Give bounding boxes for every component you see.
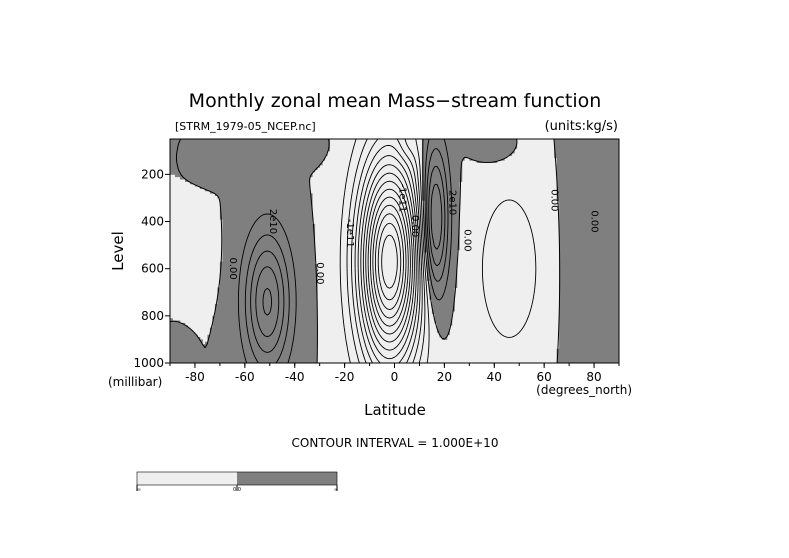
contour-label: 0.00 bbox=[549, 189, 560, 211]
contour-line bbox=[169, 138, 561, 364]
y-axis-title: Level bbox=[109, 231, 127, 271]
contour-line bbox=[244, 148, 449, 364]
y-tick-label: 800 bbox=[141, 309, 164, 323]
units-label: (units:kg/s) bbox=[545, 119, 618, 134]
file-label: [STRM_1979-05_NCEP.nc] bbox=[175, 120, 316, 133]
contour-line bbox=[367, 188, 411, 335]
colorbar-label-mid: 0.0 bbox=[233, 487, 241, 493]
contour-lines bbox=[169, 138, 561, 364]
y-axis: 200 400 600 800 1000 bbox=[133, 167, 170, 370]
x-tick-label: -40 bbox=[285, 370, 305, 384]
y-tick-label: 400 bbox=[141, 215, 164, 229]
contour-interval-label: CONTOUR INTERVAL = 1.000E+10 bbox=[292, 436, 499, 450]
y-tick-label: 200 bbox=[141, 167, 164, 181]
contour-line bbox=[374, 213, 404, 310]
x-axis-title: Latitude bbox=[364, 401, 426, 419]
chart-title: Monthly zonal mean Mass−stream function bbox=[189, 90, 602, 112]
contour-line bbox=[360, 164, 417, 360]
x-tick-label: 0 bbox=[391, 370, 399, 384]
contour-label: 0.00 bbox=[227, 258, 238, 280]
contour-label: 0.00 bbox=[461, 229, 472, 251]
x-units-label: (degrees_north) bbox=[536, 383, 632, 397]
contour-line bbox=[354, 144, 421, 364]
contour-line bbox=[370, 196, 409, 327]
contour-label: 0.00 bbox=[589, 210, 600, 232]
colorbar-label-left: ∞ bbox=[137, 487, 141, 493]
contour-label: -1e11 bbox=[396, 183, 407, 212]
positive-region bbox=[170, 139, 620, 364]
y-tick-label: 1000 bbox=[133, 356, 164, 370]
x-tick-label: 40 bbox=[487, 370, 502, 384]
contour-line bbox=[351, 138, 423, 364]
x-tick-label: 20 bbox=[437, 370, 452, 384]
contour-line bbox=[237, 138, 453, 364]
contour-line bbox=[255, 183, 443, 338]
contour-line bbox=[372, 204, 407, 319]
colorbar-label-right: ∞ bbox=[334, 487, 338, 493]
contour-label: 2e10 bbox=[267, 209, 278, 234]
contour-label: -1e11 bbox=[344, 219, 355, 248]
contour-line bbox=[357, 155, 419, 364]
y-units-label: (millibar) bbox=[108, 375, 162, 389]
y-tick-label: 600 bbox=[141, 262, 164, 276]
contour-line bbox=[365, 180, 413, 343]
x-tick-label: -60 bbox=[235, 370, 255, 384]
x-axis: -80 -60 -40 -20 0 20 40 60 80 bbox=[169, 363, 620, 384]
contour-label: 0.00 bbox=[314, 262, 325, 284]
contour-line bbox=[381, 234, 398, 289]
contour-label: 2e10 bbox=[446, 190, 457, 215]
contour-line bbox=[346, 138, 426, 364]
contour-line bbox=[339, 138, 537, 364]
contour-line bbox=[362, 172, 415, 351]
colorbar-positive-swatch bbox=[237, 472, 337, 485]
x-tick-label: 80 bbox=[586, 370, 601, 384]
contour-line bbox=[377, 222, 402, 301]
contour-line bbox=[250, 165, 446, 353]
colorbar-negative-swatch bbox=[137, 472, 237, 485]
contour-line bbox=[262, 287, 273, 316]
x-tick-label: -20 bbox=[335, 370, 355, 384]
x-tick-label: -80 bbox=[185, 370, 205, 384]
x-tick-label: 60 bbox=[537, 370, 552, 384]
colorbar: ∞ 0.0 ∞ bbox=[136, 471, 338, 493]
contour-label: 0.00 bbox=[409, 215, 420, 237]
positive-shading bbox=[170, 139, 620, 364]
